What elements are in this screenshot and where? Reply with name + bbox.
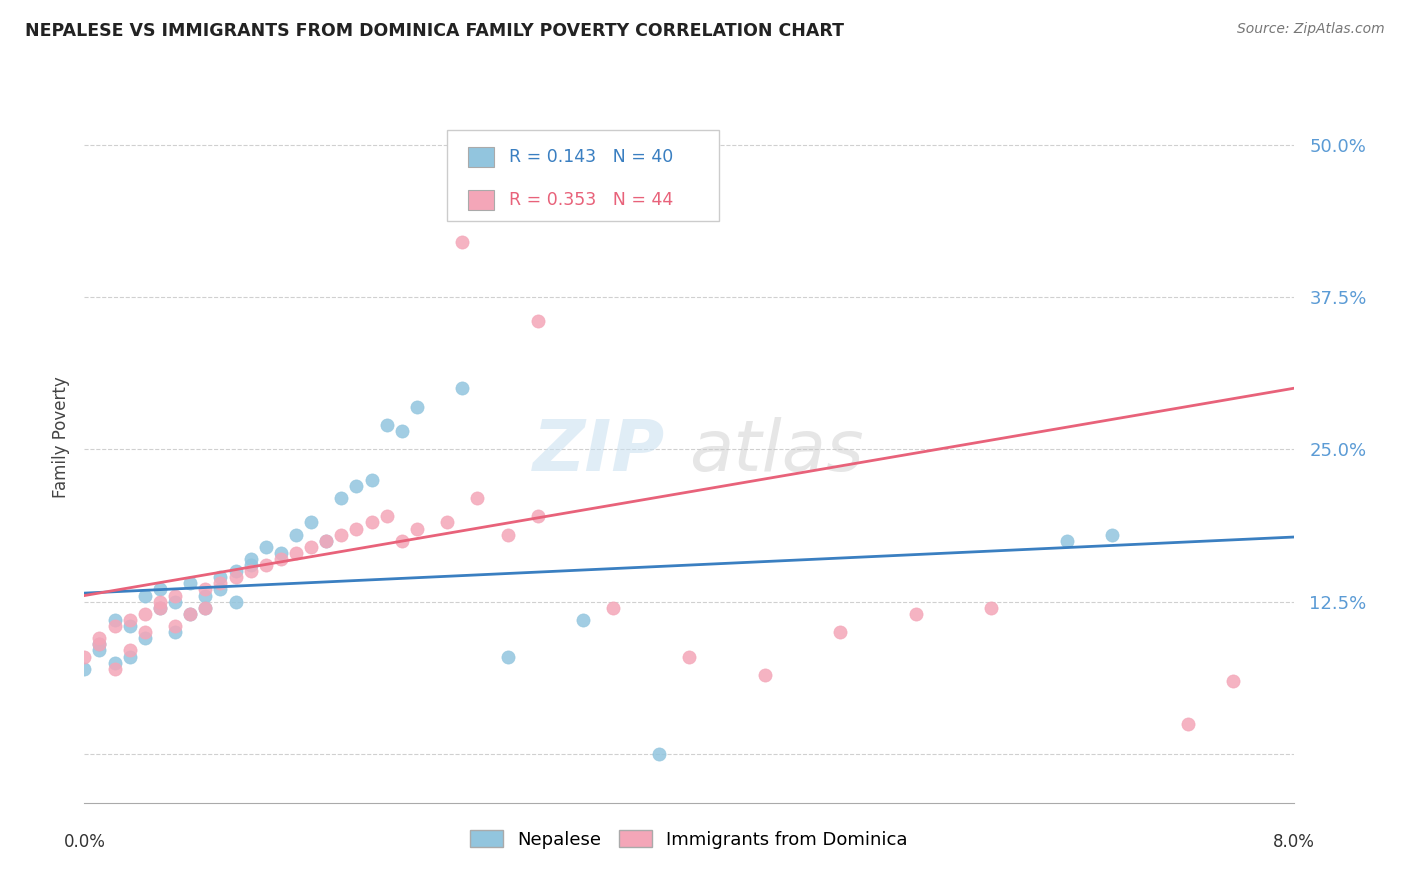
- Point: [89, 632, 111, 646]
- Point: [315, 533, 337, 548]
- Point: [104, 619, 127, 633]
- Point: [1177, 716, 1199, 731]
- Point: [194, 582, 217, 597]
- Point: [134, 589, 156, 603]
- Point: [754, 667, 776, 681]
- Point: [239, 552, 262, 566]
- Point: [451, 235, 474, 249]
- Point: [299, 516, 322, 530]
- Text: 8.0%: 8.0%: [1272, 833, 1315, 851]
- Point: [1222, 673, 1244, 688]
- Point: [165, 619, 187, 633]
- Point: [194, 600, 217, 615]
- Point: [270, 552, 292, 566]
- Point: [225, 564, 247, 578]
- Point: [73, 662, 96, 676]
- Point: [346, 479, 368, 493]
- Legend: Nepalese, Immigrants from Dominica: Nepalese, Immigrants from Dominica: [463, 822, 915, 856]
- Point: [980, 600, 1002, 615]
- Point: [165, 594, 187, 608]
- Point: [134, 625, 156, 640]
- Y-axis label: Family Poverty: Family Poverty: [52, 376, 70, 498]
- Point: [678, 649, 700, 664]
- Point: [118, 643, 141, 657]
- Point: [1056, 533, 1078, 548]
- Point: [165, 625, 187, 640]
- Point: [285, 527, 308, 541]
- Point: [73, 649, 96, 664]
- Point: [451, 381, 474, 395]
- Point: [149, 582, 172, 597]
- Text: NEPALESE VS IMMIGRANTS FROM DOMINICA FAMILY POVERTY CORRELATION CHART: NEPALESE VS IMMIGRANTS FROM DOMINICA FAM…: [25, 22, 845, 40]
- Point: [904, 607, 927, 621]
- Text: 0.0%: 0.0%: [63, 833, 105, 851]
- Point: [209, 570, 232, 584]
- Point: [194, 589, 217, 603]
- Point: [391, 533, 413, 548]
- Text: atlas: atlas: [689, 417, 863, 486]
- Text: ZIP: ZIP: [533, 417, 665, 486]
- Text: R = 0.353   N = 44: R = 0.353 N = 44: [509, 191, 673, 209]
- Point: [194, 600, 217, 615]
- Point: [572, 613, 595, 627]
- Point: [134, 607, 156, 621]
- Point: [179, 607, 201, 621]
- Point: [360, 516, 382, 530]
- Point: [89, 637, 111, 651]
- Point: [391, 424, 413, 438]
- FancyBboxPatch shape: [447, 130, 720, 221]
- Point: [602, 600, 624, 615]
- FancyBboxPatch shape: [468, 146, 495, 167]
- Point: [104, 656, 127, 670]
- Point: [149, 594, 172, 608]
- Text: Source: ZipAtlas.com: Source: ZipAtlas.com: [1237, 22, 1385, 37]
- Point: [648, 747, 671, 761]
- Point: [496, 649, 519, 664]
- Point: [165, 589, 187, 603]
- Text: R = 0.143   N = 40: R = 0.143 N = 40: [509, 148, 673, 166]
- Point: [118, 619, 141, 633]
- Point: [239, 558, 262, 573]
- Point: [315, 533, 337, 548]
- Point: [254, 558, 277, 573]
- Point: [239, 564, 262, 578]
- Point: [406, 400, 429, 414]
- Point: [299, 540, 322, 554]
- Point: [330, 491, 353, 505]
- Point: [467, 491, 489, 505]
- Point: [346, 521, 368, 535]
- Point: [496, 527, 519, 541]
- Point: [149, 600, 172, 615]
- Point: [270, 546, 292, 560]
- Point: [225, 570, 247, 584]
- Point: [89, 643, 111, 657]
- Point: [527, 509, 550, 524]
- Point: [89, 637, 111, 651]
- Point: [134, 632, 156, 646]
- Point: [436, 516, 458, 530]
- Point: [179, 607, 201, 621]
- Point: [209, 582, 232, 597]
- Point: [149, 600, 172, 615]
- Point: [254, 540, 277, 554]
- Point: [209, 576, 232, 591]
- Point: [375, 417, 398, 432]
- Point: [104, 613, 127, 627]
- Point: [406, 521, 429, 535]
- Point: [330, 527, 353, 541]
- FancyBboxPatch shape: [468, 190, 495, 211]
- Point: [375, 509, 398, 524]
- Point: [179, 576, 201, 591]
- Point: [118, 649, 141, 664]
- Point: [118, 613, 141, 627]
- Point: [1101, 527, 1123, 541]
- Point: [527, 314, 550, 328]
- Point: [285, 546, 308, 560]
- Point: [360, 473, 382, 487]
- Point: [104, 662, 127, 676]
- Point: [225, 594, 247, 608]
- Point: [830, 625, 852, 640]
